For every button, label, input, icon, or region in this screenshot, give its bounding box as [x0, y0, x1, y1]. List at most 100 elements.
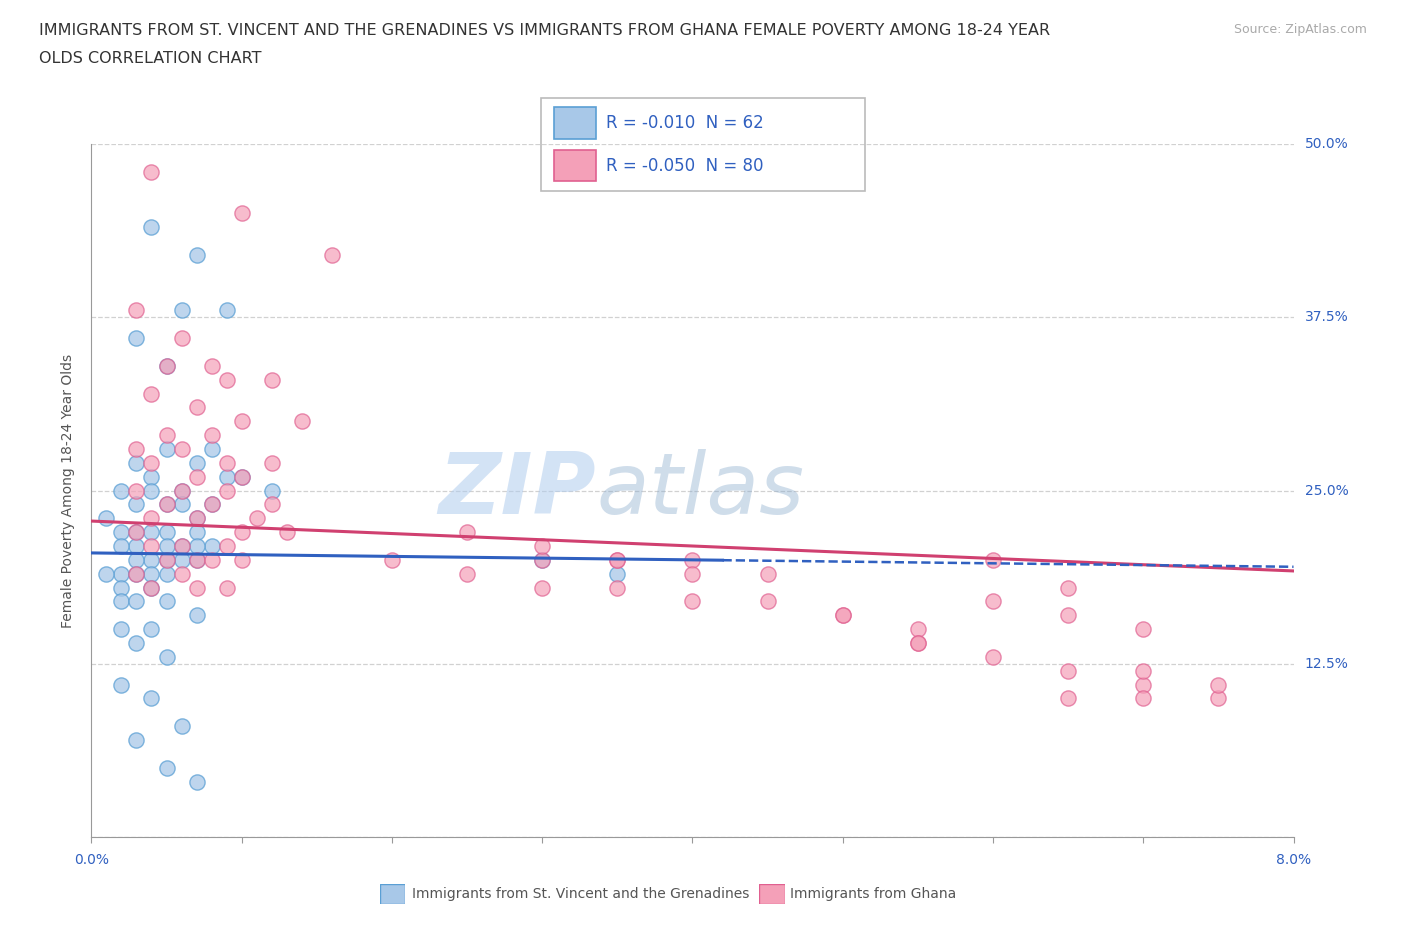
- Text: R = -0.050  N = 80: R = -0.050 N = 80: [606, 156, 763, 175]
- Point: [155, 761, 177, 776]
- Point: [125, 635, 148, 650]
- Point: [531, 580, 554, 595]
- Point: [141, 219, 163, 234]
- Point: [606, 552, 628, 567]
- Point: [756, 566, 779, 581]
- Point: [456, 566, 478, 581]
- Text: Immigrants from St. Vincent and the Grenadines: Immigrants from St. Vincent and the Gren…: [412, 886, 749, 901]
- Point: [456, 525, 478, 539]
- Point: [125, 442, 148, 457]
- Point: [141, 566, 163, 581]
- Point: [756, 594, 779, 609]
- Bar: [554, 150, 596, 181]
- Point: [186, 608, 208, 623]
- Text: 37.5%: 37.5%: [1305, 311, 1348, 325]
- Point: [155, 538, 177, 553]
- Point: [186, 552, 208, 567]
- Point: [155, 358, 177, 373]
- Point: [606, 552, 628, 567]
- Point: [1057, 663, 1080, 678]
- Point: [125, 566, 148, 581]
- Point: [141, 580, 163, 595]
- Point: [170, 552, 193, 567]
- Point: [110, 566, 132, 581]
- Point: [170, 538, 193, 553]
- Text: 25.0%: 25.0%: [1305, 484, 1348, 498]
- Point: [201, 442, 224, 457]
- Point: [125, 525, 148, 539]
- Point: [125, 484, 148, 498]
- Point: [125, 525, 148, 539]
- Point: [606, 580, 628, 595]
- Point: [981, 594, 1004, 609]
- Point: [155, 358, 177, 373]
- Point: [125, 552, 148, 567]
- Point: [186, 511, 208, 525]
- Point: [186, 470, 208, 485]
- Point: [110, 538, 132, 553]
- Point: [141, 538, 163, 553]
- Point: [170, 566, 193, 581]
- Point: [215, 470, 238, 485]
- Point: [276, 525, 298, 539]
- Point: [110, 594, 132, 609]
- Point: [155, 552, 177, 567]
- Text: 0.0%: 0.0%: [75, 853, 108, 868]
- Text: OLDS CORRELATION CHART: OLDS CORRELATION CHART: [39, 51, 262, 66]
- Point: [606, 566, 628, 581]
- Point: [186, 456, 208, 471]
- Point: [155, 428, 177, 443]
- Point: [96, 566, 118, 581]
- Point: [141, 511, 163, 525]
- Point: [110, 580, 132, 595]
- Point: [96, 511, 118, 525]
- Point: [260, 497, 283, 512]
- Text: atlas: atlas: [596, 449, 804, 532]
- Point: [155, 552, 177, 567]
- Point: [186, 774, 208, 789]
- Point: [1132, 663, 1154, 678]
- Point: [186, 525, 208, 539]
- Point: [155, 566, 177, 581]
- Point: [170, 719, 193, 734]
- Point: [110, 622, 132, 637]
- Point: [907, 622, 929, 637]
- Point: [125, 497, 148, 512]
- Point: [907, 635, 929, 650]
- Point: [155, 649, 177, 664]
- Point: [1057, 608, 1080, 623]
- Point: [155, 442, 177, 457]
- Point: [531, 538, 554, 553]
- Point: [231, 470, 253, 485]
- Point: [831, 608, 853, 623]
- Point: [155, 594, 177, 609]
- Text: R = -0.010  N = 62: R = -0.010 N = 62: [606, 113, 763, 132]
- Point: [125, 331, 148, 346]
- Point: [125, 456, 148, 471]
- Point: [141, 691, 163, 706]
- Point: [125, 594, 148, 609]
- Bar: [554, 107, 596, 139]
- Point: [260, 484, 283, 498]
- Point: [1208, 691, 1230, 706]
- Text: Source: ZipAtlas.com: Source: ZipAtlas.com: [1233, 23, 1367, 36]
- Point: [141, 622, 163, 637]
- Text: 50.0%: 50.0%: [1305, 137, 1348, 152]
- Point: [201, 358, 224, 373]
- Point: [141, 165, 163, 179]
- Point: [186, 511, 208, 525]
- Point: [231, 206, 253, 221]
- Point: [170, 484, 193, 498]
- Point: [155, 497, 177, 512]
- Point: [141, 456, 163, 471]
- Point: [186, 400, 208, 415]
- Point: [215, 538, 238, 553]
- Point: [831, 608, 853, 623]
- Point: [201, 538, 224, 553]
- Point: [170, 303, 193, 318]
- Point: [981, 649, 1004, 664]
- Point: [1057, 580, 1080, 595]
- Point: [170, 497, 193, 512]
- Point: [1132, 677, 1154, 692]
- Point: [681, 594, 703, 609]
